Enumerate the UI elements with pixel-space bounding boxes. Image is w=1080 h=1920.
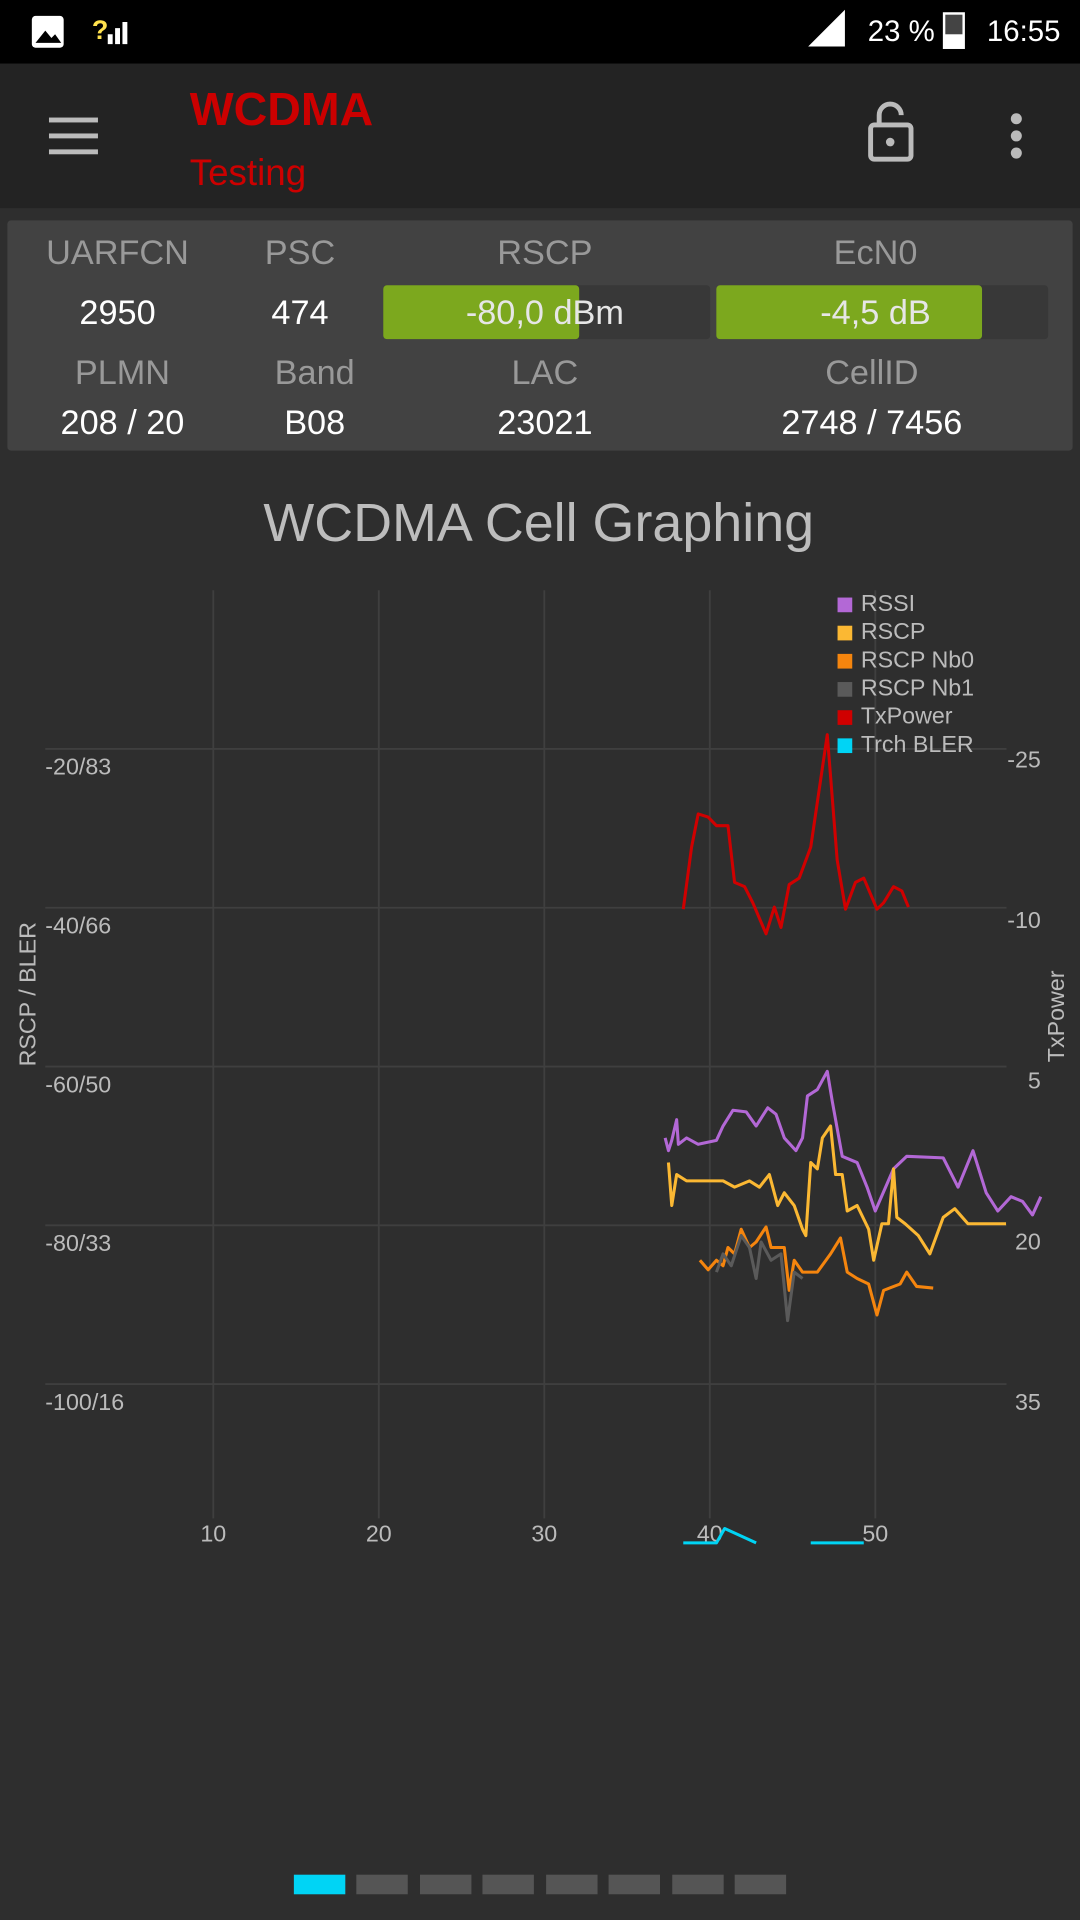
app-bar [0,63,1080,209]
page-indicator[interactable] [356,1874,787,1895]
y-tick-label: -20/83 [45,754,111,780]
app-title: WCDMA [190,83,373,135]
info-label: EcN0 [834,234,918,272]
menu-button[interactable] [48,117,98,155]
gallery-icon-shape [35,30,62,43]
y-axis-label: RSCP / BLER [15,922,41,1066]
y2-tick-label: 5 [1028,1068,1041,1094]
info-value: 474 [271,294,328,332]
series-line [698,1225,934,1317]
info-value: 23021 [497,404,592,442]
info-label: Band [275,354,355,392]
y2-tick-label: -10 [1007,907,1041,933]
y2-axis-label: TxPower [1043,970,1069,1062]
info-value: 2748 / 7456 [781,404,962,442]
info-label: PLMN [75,354,170,392]
battery-percent: 23 % [868,15,935,48]
overflow-button[interactable] [1010,113,1022,159]
signal-icon [107,22,128,45]
legend-swatch [837,597,853,613]
info-label: RSCP [497,234,592,272]
gallery-icon [31,15,64,48]
info-label: CellID [825,354,918,392]
x-tick-label: 10 [200,1521,226,1547]
legend-swatch [837,682,853,697]
y-tick-label: -100/16 [45,1389,124,1415]
y-tick-label: -40/66 [45,912,111,938]
info-label: UARFCN [46,234,189,272]
rscp-bar-fill [383,285,580,340]
no-sim-icon: ? [92,15,108,45]
series-line [666,1124,1007,1262]
y2-tick-label: 35 [1015,1389,1041,1415]
lock-button[interactable] [868,101,914,162]
legend-label: TxPower [861,703,953,729]
y-tick-label: -80/33 [45,1230,111,1256]
info-value: 2950 [79,294,155,332]
status-bar [0,0,1080,64]
legend-label: RSCP Nb1 [861,675,974,701]
ecn0-bar-fill [716,285,983,340]
page-indicator-active[interactable] [293,1874,346,1895]
legend-label: RSCP Nb0 [861,646,974,672]
y-tick-label: -60/50 [45,1071,111,1097]
x-tick-label: 50 [862,1521,888,1547]
legend-swatch [837,625,853,641]
legend-label: RSCP [861,618,926,644]
info-value: -80,0 dBm [466,294,624,332]
y2-tick-label: 20 [1015,1228,1041,1254]
y2-tick-label: -25 [1007,747,1041,773]
series-line [715,1234,804,1323]
series-line [681,733,910,936]
info-value: 208 / 20 [61,404,185,442]
series-line [683,1526,864,1545]
legend-swatch [837,710,853,725]
chart-title: WCDMA Cell Graphing [263,493,814,553]
battery-empty [945,14,963,35]
clock: 16:55 [987,15,1061,48]
legend-label: RSSI [861,590,915,616]
x-tick-label: 20 [366,1521,392,1547]
legend-label: Trch BLER [861,731,974,757]
info-value: B08 [284,404,345,442]
info-label: LAC [512,354,579,392]
app-subtitle: Testing [190,152,306,193]
legend-swatch [837,653,853,669]
legend-swatch [837,738,853,754]
network-icon [808,9,845,47]
x-tick-label: 30 [531,1521,557,1547]
series-line [663,1069,1043,1217]
info-label: PSC [265,234,335,272]
info-value: -4,5 dB [820,294,930,332]
